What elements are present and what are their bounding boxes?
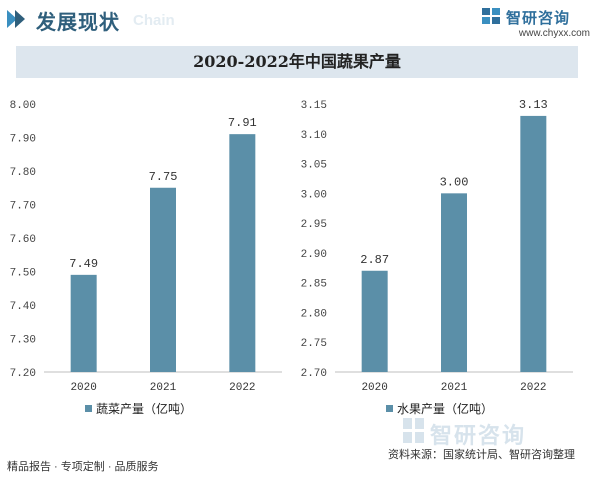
vegetable-y-tick-label: 7.90 xyxy=(10,134,36,146)
page-header: 发展现状 Chain 智研咨询 www.chyxx.com xyxy=(0,0,600,40)
brand-logo-icon xyxy=(482,8,500,24)
vegetable-y-tick-label: 7.80 xyxy=(10,167,36,179)
header-watermark: Chain xyxy=(133,12,175,29)
section-arrow-icon xyxy=(7,10,25,28)
footer-slogan: 精品报告 · 专项定制 · 品质服务 xyxy=(7,461,159,473)
fruit-legend-label: 水果产量（亿吨） xyxy=(397,402,494,416)
vegetable-legend-swatch xyxy=(85,405,92,412)
chart-title-bar: 2020-2022年中国蔬果产量 xyxy=(16,46,578,78)
vegetable-y-tick-label: 7.20 xyxy=(10,368,36,380)
source-note: 资料来源：国家统计局、智研咨询整理 xyxy=(388,449,575,461)
section-title: 发展现状 xyxy=(36,12,120,34)
fruit-legend-swatch xyxy=(386,405,393,412)
brand: 智研咨询 www.chyxx.com xyxy=(480,5,590,41)
vegetable-y-tick-label: 7.30 xyxy=(10,335,36,347)
vegetable-bar xyxy=(70,274,97,372)
chart-title: 2020-2022年中国蔬果产量 xyxy=(193,52,401,71)
vegetable-x-tick-label: 2021 xyxy=(150,382,177,394)
vegetable-y-tick-label: 7.70 xyxy=(10,201,36,213)
vegetable-bar xyxy=(150,187,176,372)
footer-watermark: 智研咨询 xyxy=(430,423,527,448)
brand-name: 智研咨询 xyxy=(506,10,571,27)
vegetable-y-tick-label: 7.50 xyxy=(10,268,36,280)
vegetable-y-tick-label: 7.40 xyxy=(10,301,36,313)
vegetable-value-label: 7.91 xyxy=(228,116,257,130)
vegetable-x-tick-label: 2022 xyxy=(229,382,255,394)
footer-watermark-logo-icon xyxy=(403,418,424,443)
vegetable-value-label: 7.49 xyxy=(69,257,98,271)
vegetable-bar xyxy=(229,134,256,372)
vegetable-y-tick-label: 7.60 xyxy=(10,234,36,246)
brand-url: www.chyxx.com xyxy=(518,28,590,39)
vegetable-value-label: 7.75 xyxy=(149,170,178,184)
vegetable-y-tick-label: 8.00 xyxy=(10,100,36,112)
vegetable-legend-label: 蔬菜产量（亿吨） xyxy=(96,402,193,416)
vegetable-x-tick-label: 2020 xyxy=(70,382,96,394)
